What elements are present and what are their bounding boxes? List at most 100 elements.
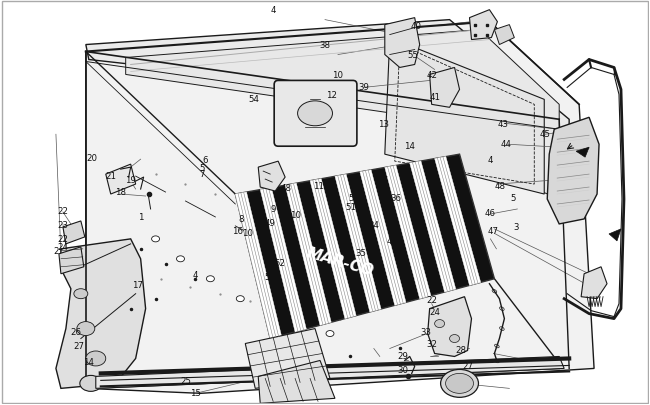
Text: 14: 14	[404, 141, 415, 151]
Text: 27: 27	[462, 362, 473, 371]
Text: 4: 4	[387, 237, 393, 245]
Polygon shape	[59, 247, 84, 274]
Text: 40: 40	[410, 22, 421, 32]
Text: 35: 35	[355, 248, 366, 258]
Text: 4: 4	[488, 156, 493, 164]
Polygon shape	[435, 157, 481, 286]
Polygon shape	[576, 148, 589, 158]
Text: 53: 53	[265, 273, 276, 281]
Polygon shape	[385, 19, 420, 68]
Polygon shape	[385, 38, 544, 194]
Polygon shape	[410, 162, 456, 292]
Text: 36: 36	[391, 194, 402, 203]
Text: 19: 19	[125, 176, 136, 185]
Text: 18: 18	[116, 188, 127, 197]
Ellipse shape	[326, 331, 334, 337]
Text: 3: 3	[514, 222, 519, 231]
Text: 31: 31	[304, 299, 315, 308]
Polygon shape	[581, 267, 607, 299]
Polygon shape	[258, 360, 335, 403]
Text: 13: 13	[378, 119, 389, 128]
Text: 17: 17	[132, 281, 142, 290]
Text: 25: 25	[180, 375, 191, 385]
Text: 39: 39	[358, 83, 369, 92]
Text: 5: 5	[199, 164, 205, 173]
Text: 44: 44	[501, 139, 512, 149]
Text: 14: 14	[83, 358, 94, 367]
Polygon shape	[56, 239, 146, 388]
Polygon shape	[430, 68, 460, 108]
Ellipse shape	[77, 322, 95, 336]
Text: 34: 34	[368, 220, 379, 229]
Polygon shape	[335, 175, 381, 312]
Text: 54: 54	[248, 95, 259, 104]
Text: 21: 21	[106, 172, 117, 181]
Text: 4: 4	[192, 271, 198, 279]
Text: 49: 49	[265, 218, 276, 227]
Polygon shape	[106, 165, 136, 194]
Ellipse shape	[151, 236, 159, 242]
Ellipse shape	[435, 320, 445, 328]
Ellipse shape	[450, 335, 460, 343]
Polygon shape	[360, 171, 406, 305]
Text: 20: 20	[86, 153, 98, 162]
Text: 9: 9	[270, 204, 276, 213]
Text: 8: 8	[238, 214, 244, 223]
Text: 22: 22	[57, 206, 68, 215]
Polygon shape	[96, 356, 564, 388]
Text: 29: 29	[397, 352, 408, 360]
Text: 50: 50	[348, 194, 359, 203]
Text: 24: 24	[430, 307, 441, 316]
Text: 12: 12	[326, 91, 337, 100]
Polygon shape	[285, 184, 332, 326]
Text: 22: 22	[426, 295, 437, 304]
Text: 4: 4	[270, 6, 276, 15]
Text: 41: 41	[430, 93, 441, 102]
Polygon shape	[258, 162, 285, 192]
Ellipse shape	[80, 375, 102, 391]
Polygon shape	[547, 118, 599, 224]
Ellipse shape	[74, 289, 88, 299]
Text: 32: 32	[426, 339, 437, 348]
Ellipse shape	[207, 276, 215, 282]
Polygon shape	[125, 30, 559, 200]
Ellipse shape	[237, 296, 244, 302]
Polygon shape	[469, 11, 497, 40]
Ellipse shape	[296, 321, 304, 327]
Polygon shape	[86, 23, 594, 393]
Text: 28: 28	[456, 345, 467, 354]
Polygon shape	[428, 297, 471, 356]
Text: 22: 22	[57, 234, 68, 243]
Text: 37: 37	[378, 176, 389, 185]
Polygon shape	[260, 188, 306, 332]
Text: 10: 10	[242, 228, 253, 237]
Text: MAR-CO: MAR-CO	[305, 245, 375, 278]
Ellipse shape	[446, 373, 473, 393]
Text: 47: 47	[488, 226, 499, 235]
Text: 24: 24	[57, 243, 68, 252]
Polygon shape	[235, 192, 281, 339]
Polygon shape	[609, 229, 621, 241]
Polygon shape	[86, 21, 569, 200]
Text: 51: 51	[345, 202, 356, 211]
Text: 52: 52	[274, 258, 285, 268]
Text: 15: 15	[190, 388, 201, 396]
Text: 5: 5	[510, 194, 515, 203]
Text: 38: 38	[320, 40, 330, 49]
FancyBboxPatch shape	[274, 81, 357, 147]
Text: 10: 10	[332, 71, 343, 80]
Text: 23: 23	[57, 220, 68, 229]
Polygon shape	[310, 179, 356, 319]
Polygon shape	[235, 155, 495, 339]
Text: 7: 7	[199, 170, 205, 179]
Text: 46: 46	[485, 208, 496, 217]
Ellipse shape	[177, 256, 185, 262]
Text: 26: 26	[70, 327, 81, 336]
Text: 16: 16	[232, 226, 243, 235]
Polygon shape	[245, 329, 330, 388]
Text: 43: 43	[498, 119, 509, 128]
Text: 11: 11	[313, 182, 324, 191]
Text: 30: 30	[397, 365, 408, 375]
Ellipse shape	[86, 351, 106, 366]
Ellipse shape	[298, 102, 332, 126]
